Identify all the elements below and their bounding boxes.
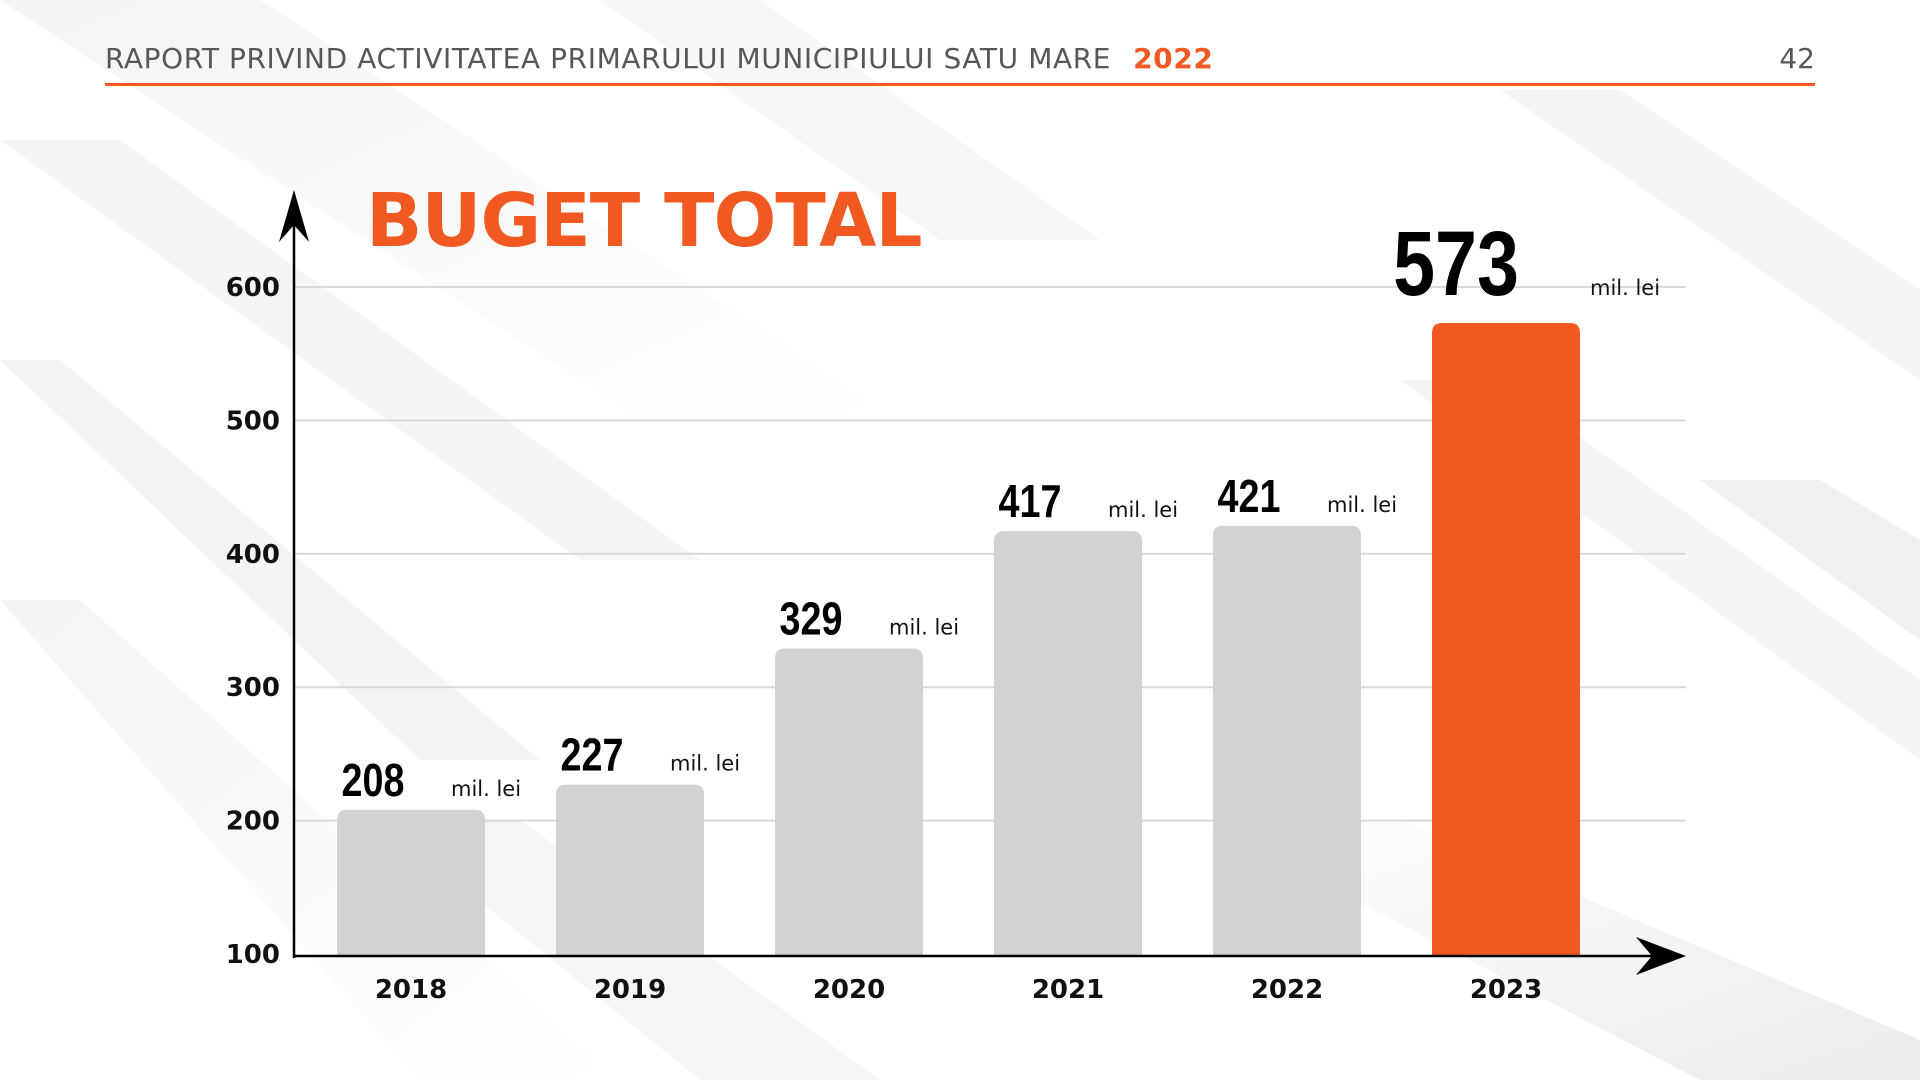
- value-unit: mil. lei: [1108, 498, 1178, 522]
- bar-2020: [775, 648, 923, 956]
- bar-2021: [994, 531, 1142, 956]
- header-divider: [105, 83, 1815, 86]
- chart-title: BUGET TOTAL: [366, 178, 923, 264]
- report-header: RAPORT PRIVIND ACTIVITATEA PRIMARULUI MU…: [105, 42, 1815, 86]
- value-number: 227: [561, 729, 624, 780]
- value-unit: mil. lei: [670, 752, 740, 776]
- value-unit: mil. lei: [889, 616, 959, 640]
- report-title-text: RAPORT PRIVIND ACTIVITATEA PRIMARULUI MU…: [105, 42, 1112, 75]
- x-axis-ticks: 2018 2019 2020 2021 2022 2023: [375, 975, 1542, 1005]
- value-label: 421 mil. lei: [1218, 470, 1398, 521]
- value-label: 573 mil. lei: [1393, 212, 1660, 315]
- y-tick-label: 100: [226, 940, 280, 970]
- value-label: 417 mil. lei: [999, 476, 1179, 527]
- x-tick-label: 2021: [1032, 975, 1104, 1005]
- axes: [279, 190, 1686, 975]
- value-label: 208 mil. lei: [342, 754, 522, 805]
- value-number: 208: [342, 754, 405, 805]
- value-number: 573: [1393, 212, 1519, 315]
- value-unit: mil. lei: [1327, 493, 1397, 517]
- value-unit: mil. lei: [1590, 276, 1660, 300]
- bars: [337, 323, 1580, 956]
- report-title: RAPORT PRIVIND ACTIVITATEA PRIMARULUI MU…: [105, 42, 1213, 75]
- value-label: 329 mil. lei: [780, 593, 960, 644]
- value-number: 421: [1218, 470, 1281, 521]
- x-tick-label: 2022: [1251, 975, 1323, 1005]
- y-tick-label: 400: [226, 540, 280, 570]
- y-tick-label: 500: [226, 406, 280, 436]
- bar-2023: [1432, 323, 1580, 956]
- x-tick-label: 2018: [375, 975, 447, 1005]
- value-number: 417: [999, 476, 1062, 527]
- bar-2018: [337, 809, 485, 956]
- y-tick-label: 300: [226, 673, 280, 703]
- value-unit: mil. lei: [451, 777, 521, 801]
- value-number: 329: [780, 593, 843, 644]
- y-tick-label: 200: [226, 807, 280, 837]
- y-axis-ticks: 100 200 300 400 500 600: [226, 273, 280, 970]
- x-tick-label: 2023: [1470, 975, 1542, 1005]
- value-labels: 208 mil. lei 227 mil. lei 329 mil. lei 417 mil.…: [342, 212, 1661, 806]
- bar-2022: [1213, 525, 1361, 956]
- value-label: 227 mil. lei: [561, 729, 741, 780]
- report-year: 2022: [1133, 42, 1214, 75]
- x-tick-label: 2020: [813, 975, 885, 1005]
- y-axis-arrow-icon: [279, 190, 309, 242]
- x-axis-arrow-icon: [1636, 937, 1686, 975]
- y-tick-label: 600: [226, 273, 280, 303]
- bar-2019: [556, 784, 704, 956]
- page-number: 42: [1779, 42, 1815, 75]
- x-tick-label: 2019: [594, 975, 666, 1005]
